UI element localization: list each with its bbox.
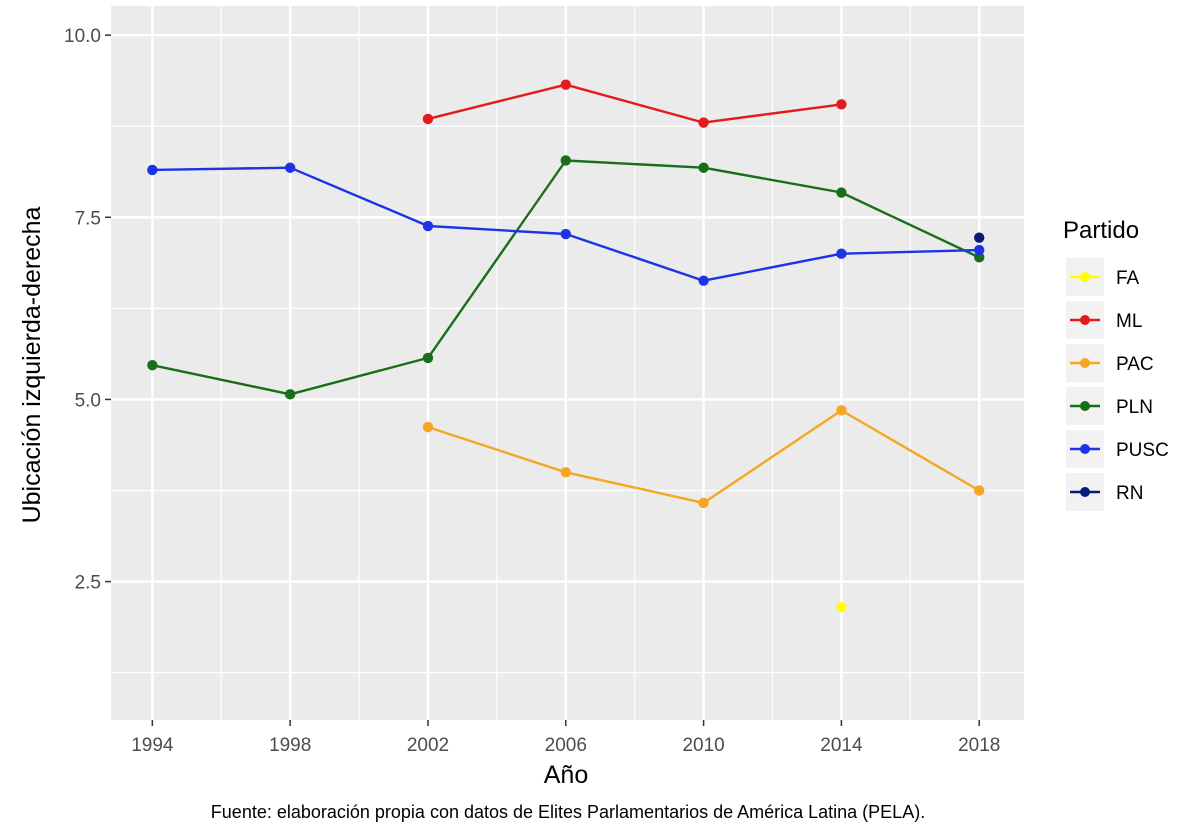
legend-item-fa: FA [1066,258,1140,296]
data-point-pac [422,421,434,433]
y-axis-title: Ubicación izquierda-derecha [18,206,46,523]
y-tick-label: 2.5 [75,573,101,594]
legend-key-point [1080,487,1090,497]
data-point-pln [284,389,296,400]
legend-item-ml: ML [1066,301,1142,339]
data-point-pln [147,359,158,371]
data-point-pac [698,497,709,509]
data-point-ml [698,117,709,128]
series-pac [422,405,985,509]
legend-key-point [1080,315,1090,325]
data-point-pln [836,187,847,198]
y-tick-label: 10.0 [64,26,101,47]
legend-key-point [1080,272,1090,282]
y-tick-label: 7.5 [75,208,101,229]
data-point-pusc [284,162,296,173]
data-point-ml [422,113,434,125]
y-tick-label: 5.0 [75,390,101,411]
data-point-pac [836,405,847,416]
data-point-pusc [974,244,985,256]
x-tick-label: 2010 [682,735,724,756]
x-tick-label: 2002 [407,735,449,756]
legend-label: ML [1116,311,1142,332]
series-ml [422,79,847,128]
data-point-pln [422,352,434,364]
data-point-pln [698,162,709,173]
data-point-pac [560,467,571,478]
series-pusc [147,162,985,286]
data-point-pusc [422,220,434,232]
legend: Partido FA ML PAC PLN PUSC RN [1063,217,1169,511]
data-point-ml [836,99,847,110]
legend-key-point [1080,444,1090,454]
data-point-rn [974,232,985,243]
y-axis: 2.5 5.0 7.5 10.0 [64,26,111,594]
legend-item-pac: PAC [1066,344,1154,382]
data-point-pusc [836,248,847,259]
x-axis: 1994 1998 2002 2006 2010 2014 2018 [131,720,1000,756]
data-point-pusc [698,275,709,286]
legend-title: Partido [1063,217,1139,244]
legend-label: PAC [1116,354,1154,375]
data-point-fa [836,601,847,613]
legend-item-pusc: PUSC [1066,430,1169,468]
x-tick-label: 1998 [269,735,311,756]
legend-label: RN [1116,483,1143,504]
legend-item-pln: PLN [1066,387,1153,425]
legend-label: FA [1116,268,1140,289]
data-point-pusc [147,164,158,176]
x-tick-label: 2006 [545,735,587,756]
series-layer [147,79,985,613]
x-tick-label: 2018 [958,735,1000,756]
series-pln [147,155,985,400]
series-fa [836,601,847,613]
data-point-pln [560,155,571,166]
data-point-ml [560,79,571,90]
data-point-pln [974,252,985,263]
legend-key-point [1080,358,1090,368]
data-point-pac [974,485,985,496]
legend-label: PUSC [1116,440,1169,461]
x-tick-label: 2014 [820,735,863,756]
legend-label: PLN [1116,397,1153,418]
caption: Fuente: elaboración propia con datos de … [211,802,925,822]
legend-item-rn: RN [1066,473,1143,511]
data-point-pusc [560,228,571,240]
series-line-ml [427,83,842,124]
x-axis-title: Año [544,761,588,789]
series-rn [974,232,985,243]
grid-minor [111,6,1024,720]
plot-panel [111,6,1024,720]
legend-key-point [1080,401,1090,411]
x-tick-label: 1994 [131,735,174,756]
